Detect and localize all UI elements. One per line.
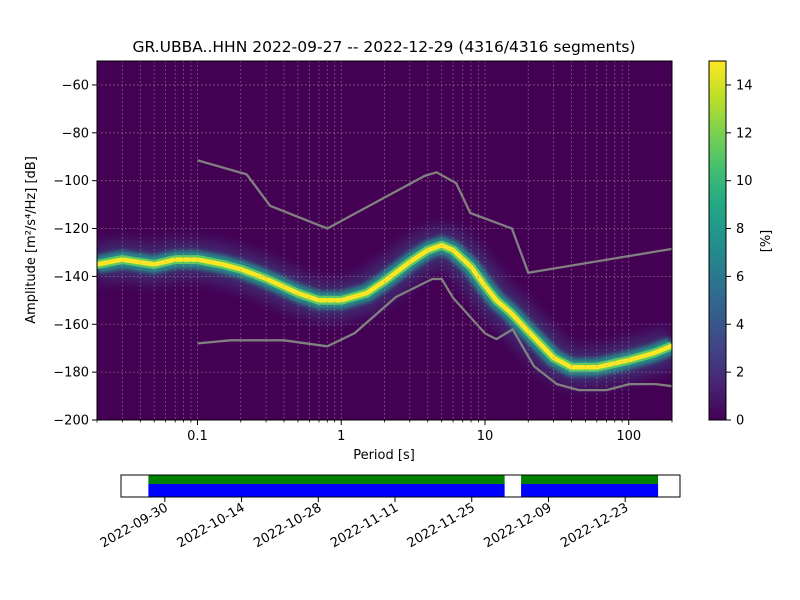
colorbar-tick-label: 2 [736, 366, 744, 381]
colorbar-tick-label: 4 [736, 318, 744, 333]
y-tick-label: −60 [62, 78, 89, 93]
timeline-frame [120, 474, 681, 498]
colorbar-tick-label: 12 [736, 126, 753, 141]
noise-model-lower [197, 277, 672, 392]
y-tick-label: −180 [53, 366, 89, 381]
x-tick-label: 1 [337, 429, 345, 444]
chart-title: GR.UBBA..HHN 2022-09-27 -- 2022-12-29 (4… [132, 38, 635, 56]
timeline-data-bar [521, 484, 659, 497]
y-axis-label: Amplitude [m²/s⁴/Hz] [dB] [24, 156, 39, 324]
timeline-tick-label: 2022-12-09 [482, 500, 555, 551]
x-axis: 0.1 1 10 100 [96, 420, 673, 444]
timeline-tick-label: 2022-11-11 [328, 500, 401, 551]
timeline-processed-bar [521, 475, 659, 484]
y-tick-label: −160 [53, 318, 89, 333]
y-tick-label: −140 [53, 270, 89, 285]
x-tick-label: 100 [616, 429, 641, 444]
timeline-axis: 2022-09-30 2022-10-14 2022-10-28 2022-11-11… [98, 497, 631, 551]
mode-curve [97, 243, 672, 370]
timeline-tick-label: 2022-11-25 [405, 500, 478, 551]
timeline-data-bar [148, 484, 505, 497]
timeline-tick-label: 2022-12-23 [558, 500, 631, 551]
x-axis-label: Period [s] [353, 448, 415, 463]
timeline-tick-label: 2022-10-14 [175, 500, 248, 551]
x-tick-label: 10 [477, 429, 494, 444]
timeline-tick-label: 2022-09-30 [98, 500, 171, 551]
y-axis: −60 −80 −100 −120 −140 −160 −180 −200 [53, 78, 97, 429]
x-tick-label: 0.1 [187, 429, 208, 444]
colorbar-label: [%] [759, 230, 774, 253]
colorbar-tick-label: 10 [736, 174, 753, 189]
y-tick-label: −100 [53, 174, 89, 189]
colorbar-axis: 0 2 4 6 8 10 12 14 [726, 78, 753, 429]
y-tick-label: −200 [53, 414, 89, 429]
colorbar-frame [708, 60, 727, 421]
timeline-processed-bar [148, 475, 505, 484]
colorbar-tick-label: 0 [736, 414, 744, 429]
heatmap-layer [97, 61, 672, 420]
colorbar-tick-label: 8 [736, 222, 744, 237]
colorbar-tick-label: 6 [736, 270, 744, 285]
timeline-tick-label: 2022-10-28 [251, 500, 324, 551]
colorbar-tick-label: 14 [736, 78, 753, 93]
y-tick-label: −120 [53, 222, 89, 237]
y-tick-label: −80 [62, 126, 89, 141]
noise-model-upper [197, 159, 672, 274]
colorbar [709, 61, 726, 420]
